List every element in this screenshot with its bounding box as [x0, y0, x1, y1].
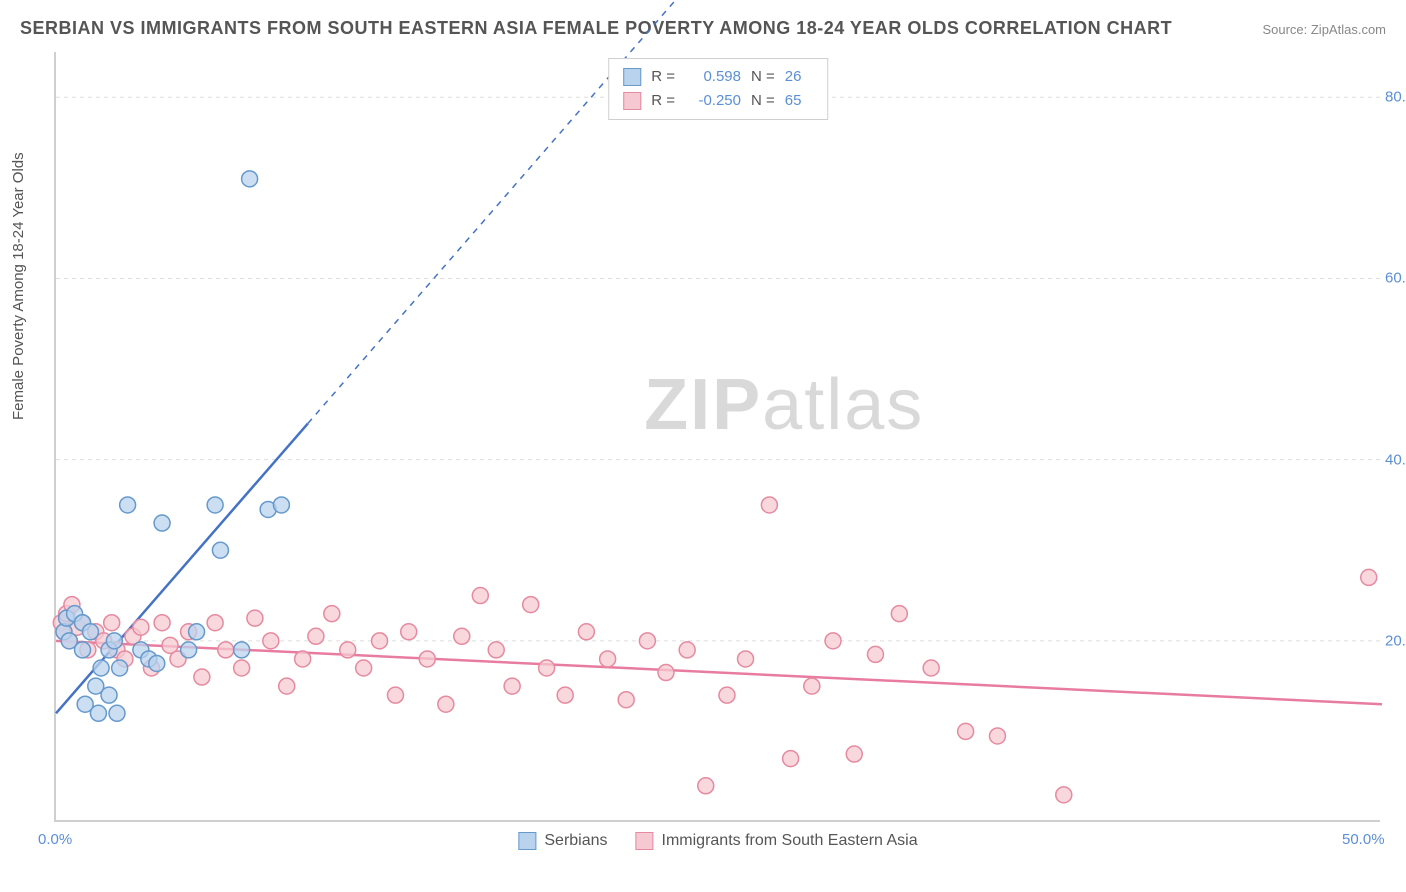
data-point	[82, 624, 98, 640]
data-point	[104, 615, 120, 631]
data-point	[340, 642, 356, 658]
data-point	[804, 678, 820, 694]
y-tick-label: 40.0%	[1385, 451, 1406, 468]
data-point	[891, 606, 907, 622]
legend-label-immigrants: Immigrants from South Eastern Asia	[662, 832, 918, 850]
data-point	[234, 660, 250, 676]
data-point	[539, 660, 555, 676]
plot-svg	[56, 52, 1380, 820]
legend-swatch-serbians	[518, 832, 536, 850]
data-point	[279, 678, 295, 694]
n-value-serbians: 26	[785, 65, 813, 89]
data-point	[308, 628, 324, 644]
data-point	[454, 628, 470, 644]
data-point	[1056, 787, 1072, 803]
data-point	[242, 171, 258, 187]
data-point	[523, 597, 539, 613]
legend-swatch-immigrants	[636, 832, 654, 850]
data-point	[356, 660, 372, 676]
n-label: N =	[751, 89, 775, 113]
data-point	[600, 651, 616, 667]
r-label: R =	[651, 65, 675, 89]
data-point	[154, 615, 170, 631]
data-point	[93, 660, 109, 676]
chart-title: SERBIAN VS IMMIGRANTS FROM SOUTH EASTERN…	[20, 18, 1172, 39]
data-point	[679, 642, 695, 658]
data-point	[247, 610, 263, 626]
data-point	[234, 642, 250, 658]
y-tick-label: 20.0%	[1385, 632, 1406, 649]
data-point	[133, 619, 149, 635]
swatch-serbians	[623, 68, 641, 86]
data-point	[472, 588, 488, 604]
r-value-serbians: 0.598	[685, 65, 741, 89]
data-point	[218, 642, 234, 658]
y-tick-label: 80.0%	[1385, 89, 1406, 106]
data-point	[846, 746, 862, 762]
swatch-immigrants	[623, 92, 641, 110]
data-point	[438, 696, 454, 712]
data-point	[207, 615, 223, 631]
legend-item-immigrants: Immigrants from South Eastern Asia	[636, 832, 918, 850]
data-point	[639, 633, 655, 649]
data-point	[761, 497, 777, 513]
data-point	[989, 728, 1005, 744]
data-point	[106, 633, 122, 649]
data-point	[719, 687, 735, 703]
data-point	[149, 655, 165, 671]
data-point	[263, 633, 279, 649]
data-point	[488, 642, 504, 658]
chart-area: ZIPatlas R = 0.598 N = 26 R = -0.250 N =…	[54, 52, 1380, 822]
r-label: R =	[651, 89, 675, 113]
stat-row-immigrants: R = -0.250 N = 65	[623, 89, 813, 113]
data-point	[1361, 569, 1377, 585]
source-label: Source: ZipAtlas.com	[1262, 22, 1386, 37]
data-point	[207, 497, 223, 513]
y-tick-label: 60.0%	[1385, 270, 1406, 287]
data-point	[419, 651, 435, 667]
legend-label-serbians: Serbians	[544, 832, 607, 850]
data-point	[618, 692, 634, 708]
data-point	[738, 651, 754, 667]
data-point	[75, 642, 91, 658]
data-point	[783, 751, 799, 767]
data-point	[194, 669, 210, 685]
data-point	[120, 497, 136, 513]
data-point	[658, 665, 674, 681]
data-point	[112, 660, 128, 676]
data-point	[958, 723, 974, 739]
data-point	[189, 624, 205, 640]
data-point	[387, 687, 403, 703]
data-point	[181, 642, 197, 658]
data-point	[698, 778, 714, 794]
x-tick-label: 50.0%	[1342, 831, 1385, 848]
data-point	[557, 687, 573, 703]
data-point	[324, 606, 340, 622]
n-label: N =	[751, 65, 775, 89]
data-point	[101, 687, 117, 703]
data-point	[154, 515, 170, 531]
legend: Serbians Immigrants from South Eastern A…	[518, 832, 917, 850]
n-value-immigrants: 65	[785, 89, 813, 113]
y-axis-label: Female Poverty Among 18-24 Year Olds	[10, 152, 27, 420]
data-point	[923, 660, 939, 676]
data-point	[372, 633, 388, 649]
x-tick-label: 0.0%	[38, 831, 72, 848]
data-point	[273, 497, 289, 513]
data-point	[825, 633, 841, 649]
data-point	[90, 705, 106, 721]
stat-row-serbians: R = 0.598 N = 26	[623, 65, 813, 89]
data-point	[212, 542, 228, 558]
data-point	[504, 678, 520, 694]
data-point	[295, 651, 311, 667]
data-point	[578, 624, 594, 640]
stat-box: R = 0.598 N = 26 R = -0.250 N = 65	[608, 58, 828, 120]
legend-item-serbians: Serbians	[518, 832, 607, 850]
r-value-immigrants: -0.250	[685, 89, 741, 113]
data-point	[401, 624, 417, 640]
data-point	[109, 705, 125, 721]
data-point	[867, 646, 883, 662]
